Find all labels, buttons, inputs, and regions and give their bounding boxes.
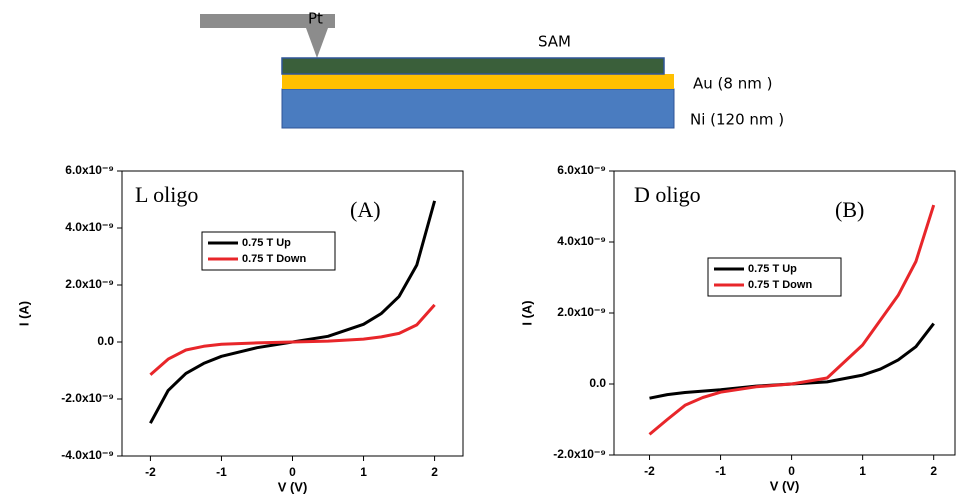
series-line bbox=[650, 205, 934, 434]
x-tick-label: 0 bbox=[788, 464, 795, 478]
layer-label: Au (8 nm ) bbox=[693, 75, 772, 93]
layer-label: SAM bbox=[538, 33, 571, 51]
au-layer bbox=[282, 74, 674, 89]
legend-label: 0.75 T Down bbox=[242, 253, 306, 265]
legend-label: 0.75 T Up bbox=[242, 237, 291, 249]
series-line bbox=[150, 305, 434, 375]
x-tick-label: -2 bbox=[644, 464, 655, 478]
annotation: L oligo bbox=[135, 182, 198, 207]
ni-layer bbox=[282, 89, 674, 128]
y-tick-label: 6.0x10⁻⁹ bbox=[65, 163, 114, 177]
x-tick-label: -2 bbox=[145, 465, 156, 479]
x-tick-label: -1 bbox=[715, 464, 726, 478]
x-axis-title: V (V) bbox=[770, 478, 800, 493]
annotation: (B) bbox=[835, 197, 864, 222]
legend-label: 0.75 T Up bbox=[748, 263, 797, 275]
y-tick-label: 2.0x10⁻⁹ bbox=[65, 277, 114, 291]
x-tick-label: 2 bbox=[930, 464, 937, 478]
annotation: (A) bbox=[350, 197, 381, 222]
tip bbox=[306, 28, 328, 58]
y-tick-label: 4.0x10⁻⁹ bbox=[557, 234, 606, 248]
y-axis-title: I (A) bbox=[519, 300, 534, 325]
x-tick-label: 1 bbox=[360, 465, 367, 479]
y-tick-label: -2.0x10⁻⁹ bbox=[61, 391, 114, 405]
tip-label: Pt bbox=[308, 10, 323, 28]
legend-label: 0.75 T Down bbox=[748, 279, 812, 291]
y-axis-title: I (A) bbox=[16, 301, 31, 326]
y-tick-label: 2.0x10⁻⁹ bbox=[557, 305, 606, 319]
plot-frame bbox=[122, 171, 463, 456]
x-tick-label: 2 bbox=[431, 465, 438, 479]
schematic: Pt SAM Au (8 nm ) Ni (120 nm ) bbox=[200, 10, 784, 129]
x-tick-label: 0 bbox=[289, 465, 296, 479]
sam-layer bbox=[282, 58, 664, 74]
x-tick-label: 1 bbox=[859, 464, 866, 478]
plot-frame bbox=[614, 171, 955, 455]
layer-label: Ni (120 nm ) bbox=[690, 111, 784, 129]
y-tick-label: -2.0x10⁻⁹ bbox=[553, 447, 606, 461]
y-tick-label: 0.0 bbox=[97, 334, 114, 348]
y-tick-label: 4.0x10⁻⁹ bbox=[65, 220, 114, 234]
x-tick-label: -1 bbox=[216, 465, 227, 479]
y-tick-label: -4.0x10⁻⁹ bbox=[61, 448, 114, 462]
y-tick-label: 0.0 bbox=[589, 376, 606, 390]
series-line bbox=[650, 324, 934, 399]
x-axis-title: V (V) bbox=[278, 479, 308, 494]
figure: Pt SAM Au (8 nm ) Ni (120 nm ) -4.0x10⁻⁹… bbox=[0, 0, 960, 502]
y-tick-label: 6.0x10⁻⁹ bbox=[557, 163, 606, 177]
annotation: D oligo bbox=[634, 182, 701, 207]
